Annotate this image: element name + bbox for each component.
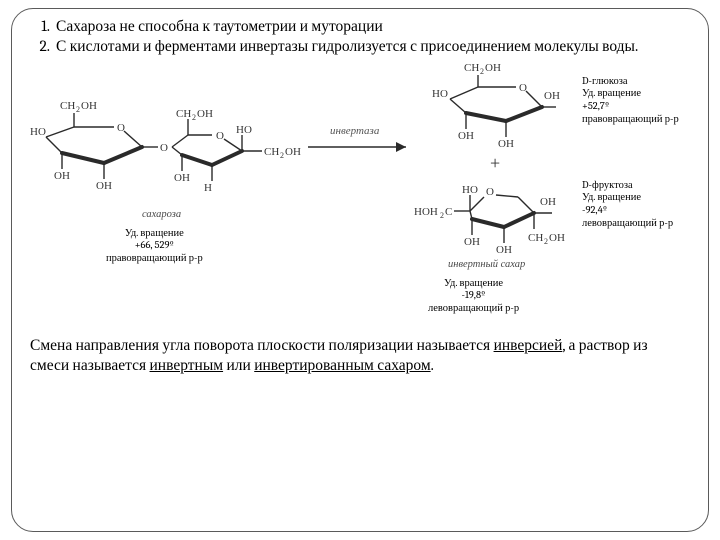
list-number: 2. [30,37,56,57]
svg-text:2: 2 [76,105,80,114]
svg-text:OH: OH [540,196,556,208]
cap-line: -92,4º [582,204,673,217]
svg-text:OH: OH [54,170,70,182]
svg-text:C: C [445,206,452,218]
svg-text:O: O [117,122,125,134]
svg-text:CH: CH [176,108,191,120]
numbered-list: 1. Сахароза не способна к таутометрии и … [30,17,690,57]
svg-text:HO: HO [30,126,46,138]
underlined-term: инвертным [150,356,224,374]
cap-line: D-глюкоза [582,75,679,88]
text-run: . [431,356,434,374]
fructose-caption: D-фруктоза Уд. вращение -92,4º левовраща… [582,179,673,230]
svg-text:CH: CH [264,146,279,158]
list-number: 1. [30,17,56,37]
glucose-structure: CH2OH O HO OH OH OH [422,59,572,155]
glucose-caption: D-глюкоза Уд. вращение +52,7º правовраща… [582,75,679,126]
svg-text:HOH: HOH [414,206,438,218]
svg-text:CH: CH [60,100,75,112]
svg-text:HO: HO [432,88,448,100]
cap-line: -19,8º [428,289,519,302]
svg-text:OH: OH [549,232,565,244]
fructose-structure: HOH2C O OH OH OH CH2OH HO [410,169,582,265]
svg-text:H: H [204,182,212,194]
text-run: или [223,356,254,374]
cap-line: левовращающий р-р [428,302,519,315]
svg-text:HO: HO [462,184,478,196]
svg-text:O: O [160,142,168,154]
reaction-arrow [306,135,416,159]
svg-text:OH: OH [464,236,480,248]
svg-text:2: 2 [440,211,444,220]
sucrose-caption: Уд. вращение +66, 529º правовращающий р-… [106,227,203,265]
svg-text:2: 2 [544,237,548,246]
sucrose-label: сахароза [142,209,181,220]
svg-text:2: 2 [192,113,196,122]
arrow-label: инвертаза [330,125,379,137]
cap-line: Уд. вращение [582,191,673,204]
svg-text:CH: CH [464,62,479,74]
cap-line: левовращающий р-р [582,217,673,230]
svg-text:O: O [216,130,224,142]
invert-sugar-label: инвертный сахар [448,259,525,270]
svg-text:CH: CH [528,232,543,244]
svg-text:OH: OH [197,108,213,120]
svg-text:O: O [486,186,494,198]
svg-text:2: 2 [480,67,484,76]
svg-text:OH: OH [174,172,190,184]
underlined-term: инверсией [494,336,563,354]
cap-line: Уд. вращение [106,227,203,240]
cap-line: +52,7º [582,100,679,113]
svg-text:OH: OH [81,100,97,112]
cap-line: правовращающий р-р [106,252,203,265]
bottom-paragraph: Смена направления угла поворота плоскост… [30,335,690,376]
list-item: 1. Сахароза не способна к таутометрии и … [30,17,690,37]
svg-text:OH: OH [496,244,512,256]
svg-text:OH: OH [458,130,474,142]
cap-line: Уд. вращение [582,87,679,100]
cap-line: +66, 529º [106,239,203,252]
svg-text:2: 2 [280,151,284,160]
svg-text:OH: OH [96,180,112,192]
slide-frame: 1. Сахароза не способна к таутометрии и … [11,8,709,532]
reaction-diagram: CH2OH O HO OH OH O [30,61,690,329]
list-text: С кислотами и ферментами инвертазы гидро… [56,37,690,57]
svg-text:OH: OH [544,90,560,102]
svg-text:HO: HO [236,124,252,136]
cap-line: D-фруктоза [582,179,673,192]
invert-caption: Уд. вращение -19,8º левовращающий р-р [428,277,519,315]
svg-text:OH: OH [285,146,301,158]
svg-text:O: O [519,82,527,94]
cap-line: правовращающий р-р [582,113,679,126]
underlined-term: инвертированным сахаром [254,356,430,374]
svg-text:OH: OH [485,62,501,74]
cap-line: Уд. вращение [428,277,519,290]
list-text: Сахароза не способна к таутометрии и мут… [56,17,690,37]
list-item: 2. С кислотами и ферментами инвертазы ги… [30,37,690,57]
sucrose-structure: CH2OH O HO OH OH O [24,95,304,215]
text-run: Смена направления угла поворота плоскост… [30,336,494,354]
svg-text:OH: OH [498,138,514,150]
